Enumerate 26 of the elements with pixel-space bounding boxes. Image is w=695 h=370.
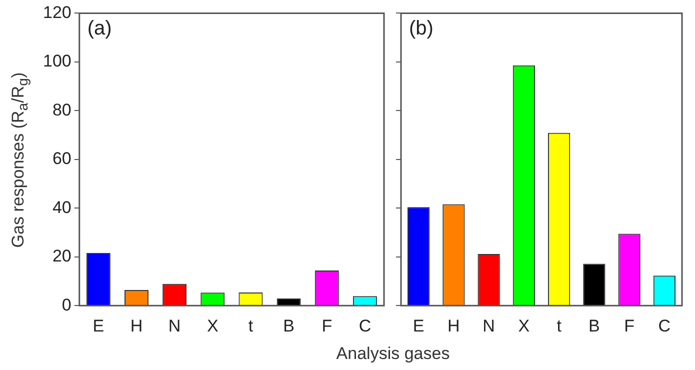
x-tick-label: F [322, 316, 332, 336]
x-tick-label: F [624, 316, 635, 336]
x-tick-label: X [518, 316, 530, 336]
y-tick-label: 0 [62, 295, 72, 314]
chart-title: (a) [87, 18, 112, 40]
x-tick-label: C [358, 316, 372, 336]
x-tick-label: E [412, 316, 424, 336]
x-tick-label: E [92, 316, 104, 336]
x-tick-label: C [658, 316, 671, 336]
x-tick-label: B [588, 316, 600, 336]
x-tick-label: t [556, 316, 562, 336]
y-tick-label: 20 [52, 246, 72, 266]
y-tick-label: 100 [42, 52, 72, 71]
chart-title: (b) [409, 18, 434, 40]
x-tick-label: X [206, 316, 218, 336]
y-tick-label: 40 [52, 198, 72, 217]
x-tick-label: B [283, 316, 294, 336]
x-tick-label: H [130, 316, 143, 336]
y-tick-label: 120 [42, 2, 72, 22]
y-tick-label: 80 [52, 100, 72, 120]
x-tick-label: N [168, 316, 181, 336]
y-tick-label: 60 [52, 149, 72, 168]
x-axis-title: Analysis gases [336, 344, 450, 364]
x-tick-label: N [482, 316, 495, 336]
x-tick-label: t [248, 316, 254, 336]
x-tick-label: H [448, 316, 460, 336]
